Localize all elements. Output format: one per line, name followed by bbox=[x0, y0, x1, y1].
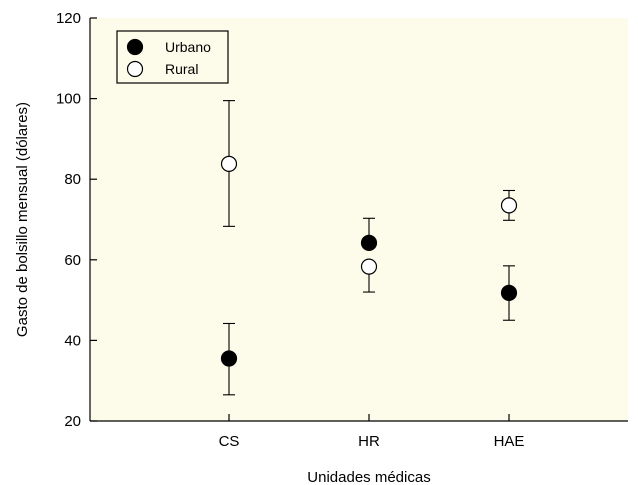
y-ticks: 20 40 60 80 100 120 bbox=[56, 10, 97, 430]
data-point-urbano bbox=[220, 350, 238, 367]
legend-label-urbano: Urbano bbox=[165, 39, 211, 55]
plot-area bbox=[90, 18, 628, 421]
x-tick-label: HR bbox=[358, 433, 380, 450]
legend-label-rural: Rural bbox=[165, 61, 198, 77]
y-tick-label: 20 bbox=[64, 413, 81, 430]
x-tick-label: HAE bbox=[494, 433, 525, 450]
data-point-rural bbox=[360, 258, 378, 275]
legend-marker-rural bbox=[126, 60, 144, 78]
y-axis-title: Gasto de bolsillo mensual (dólares) bbox=[14, 102, 31, 337]
data-point-urbano bbox=[360, 234, 378, 251]
legend-marker-urbano bbox=[126, 38, 144, 56]
y-tick-label: 100 bbox=[56, 91, 81, 108]
legend-box bbox=[116, 30, 229, 84]
y-tick-label: 60 bbox=[64, 252, 81, 269]
x-tick-label: CS bbox=[219, 433, 240, 450]
legend: Urbano Rural bbox=[116, 30, 229, 84]
data-point-urbano bbox=[500, 284, 518, 301]
y-tick-label: 120 bbox=[56, 10, 81, 27]
y-tick-label: 80 bbox=[64, 171, 81, 188]
axes bbox=[89, 18, 628, 422]
data-points bbox=[220, 155, 518, 367]
data-point-rural bbox=[500, 197, 518, 214]
data-point-rural bbox=[220, 155, 238, 172]
y-tick-label: 40 bbox=[64, 332, 81, 349]
x-ticks: CS HR HAE bbox=[219, 414, 525, 450]
x-axis-title: Unidades médicas bbox=[307, 469, 430, 485]
